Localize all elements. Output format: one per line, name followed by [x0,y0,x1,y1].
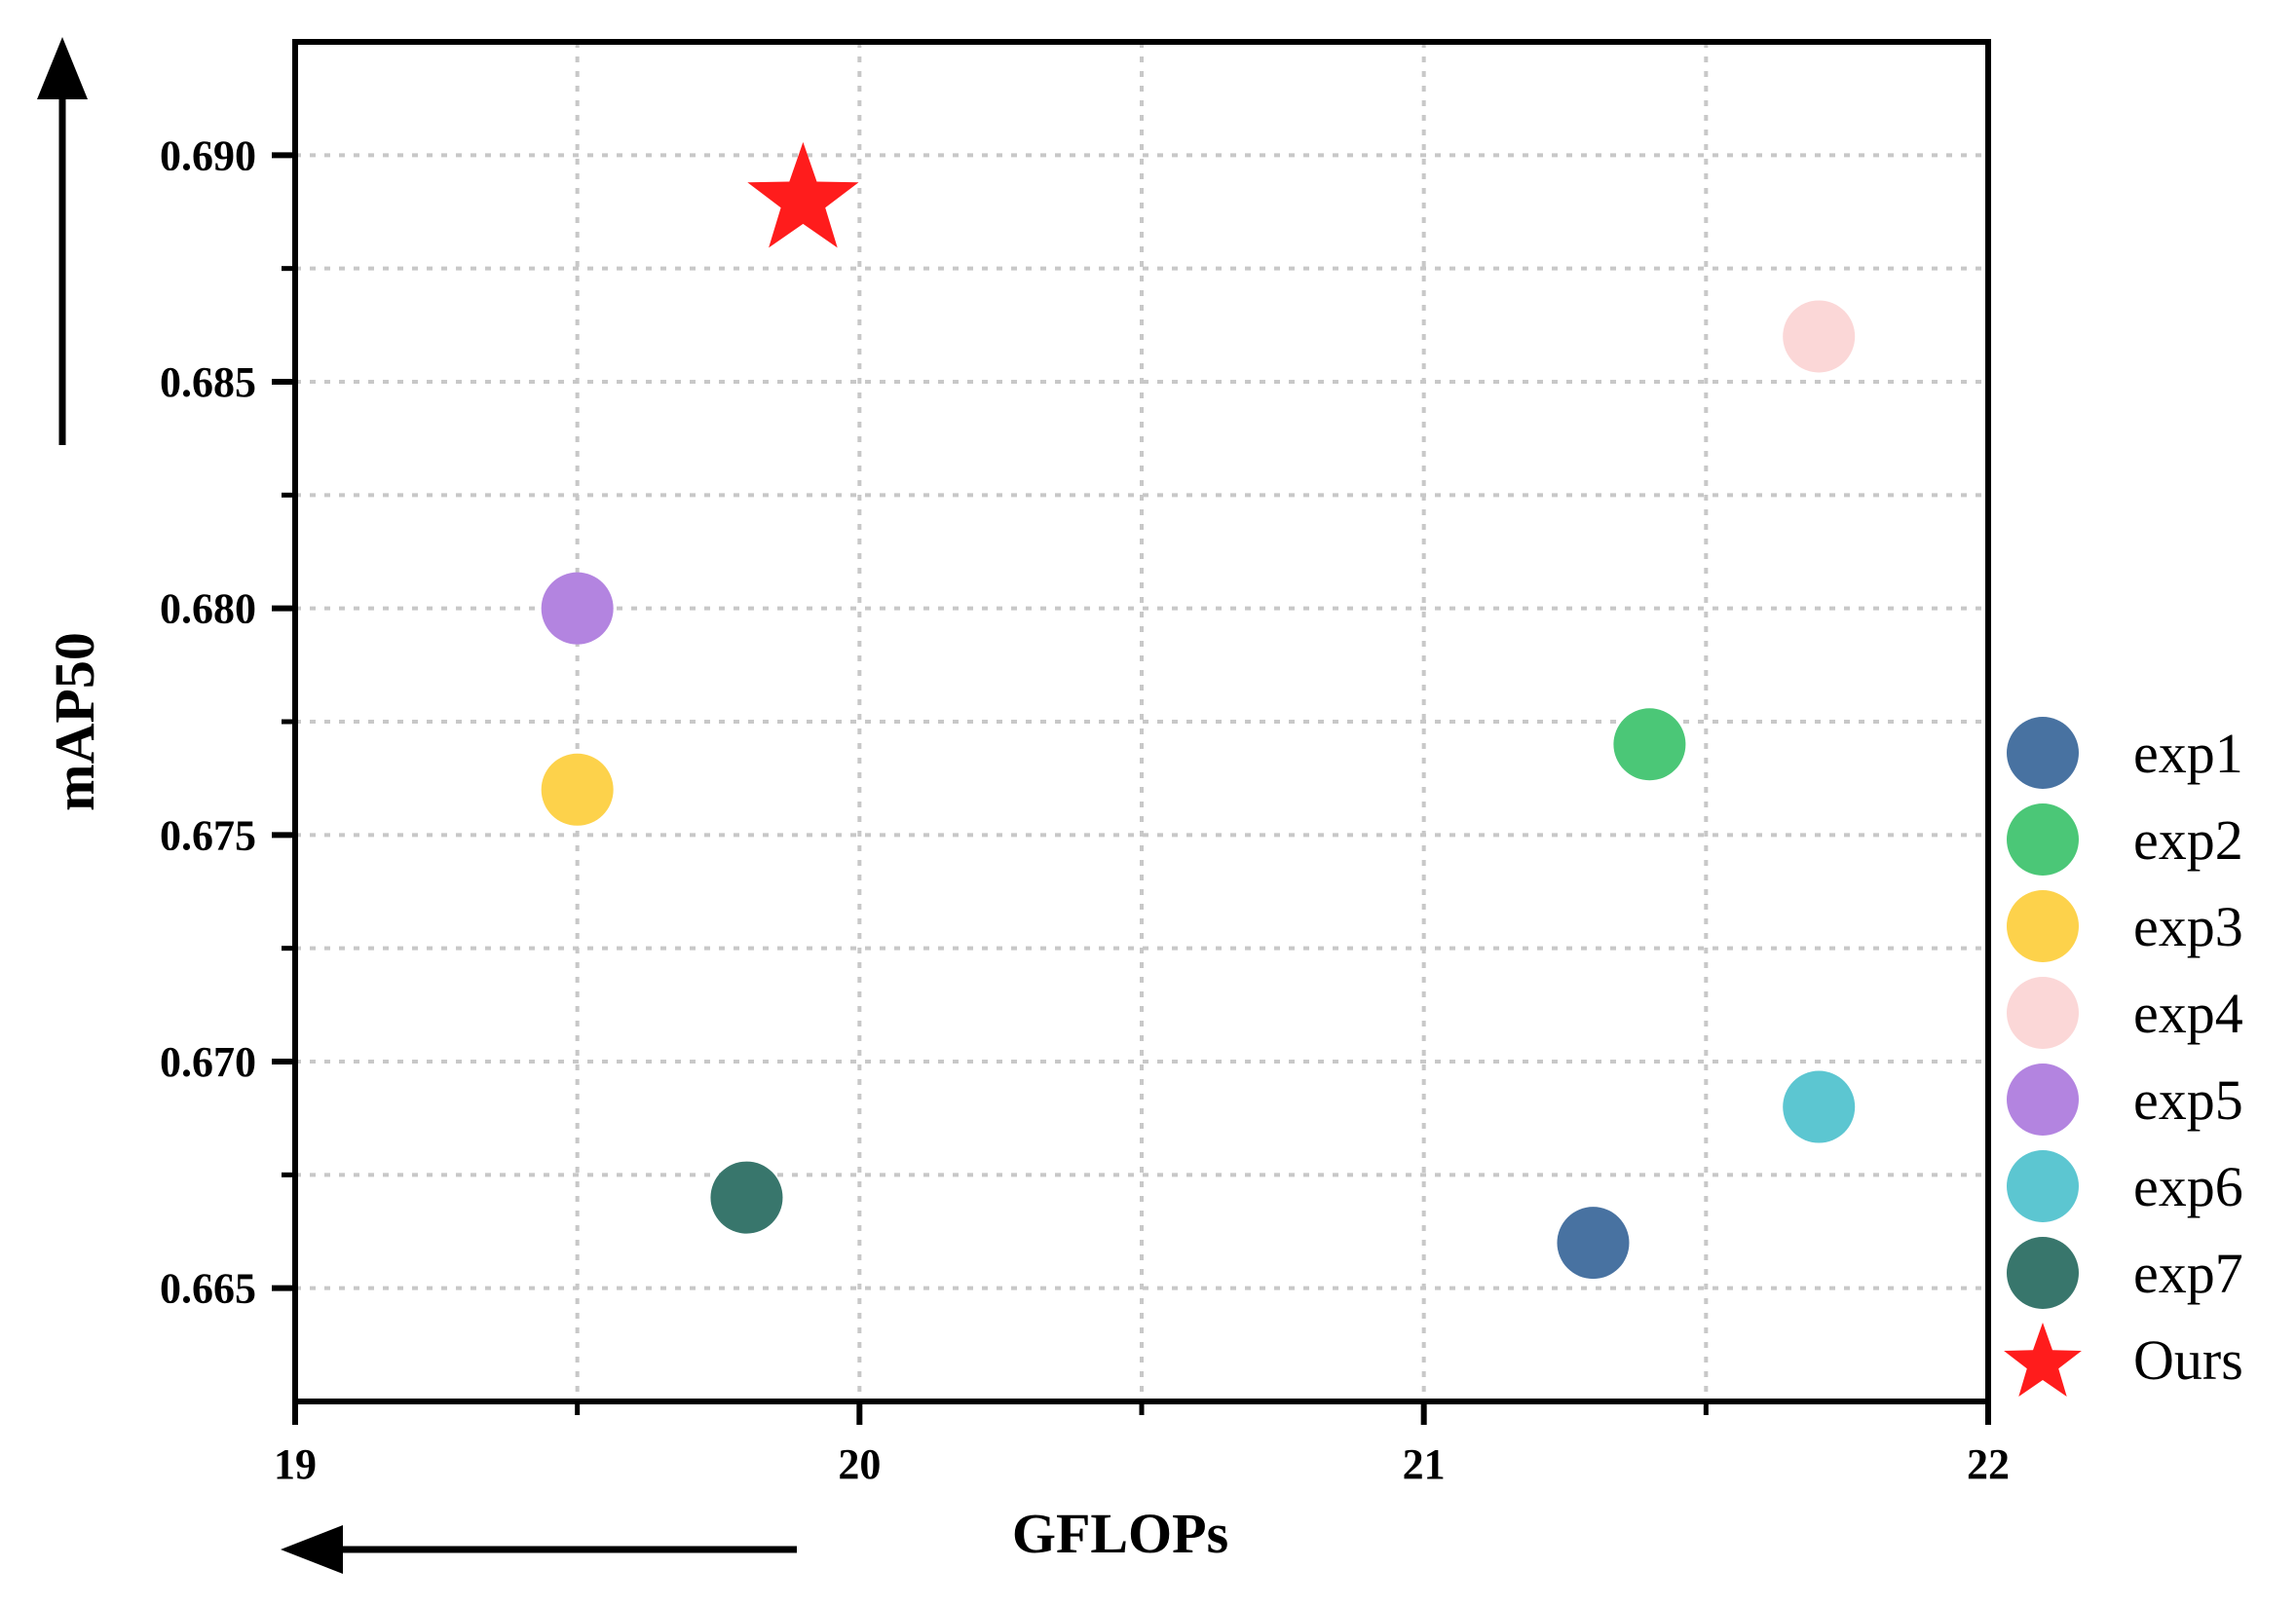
legend-label-exp1: exp1 [2133,722,2243,785]
tick-labels: 19 20 21 22 0.665 0.670 0.675 0.680 0.685 0.690 [160,131,2010,1488]
legend-marker-exp6 [2007,1150,2079,1222]
data-points [541,141,1856,1280]
x-tick-label-1: 20 [838,1440,881,1488]
legend-marker-ours [2004,1323,2082,1397]
point-exp7 [710,1161,783,1234]
x-direction-arrow [281,1525,797,1574]
legend-label-exp2: exp2 [2133,808,2243,872]
x-axis-title: GFLOPs [1012,1502,1228,1565]
point-exp4 [1783,300,1856,373]
legend-label-exp5: exp5 [2133,1068,2243,1132]
point-exp1 [1557,1207,1630,1280]
y-tick-label-5: 0.690 [160,131,256,179]
point-exp5 [541,572,614,645]
legend-label-exp6: exp6 [2133,1155,2243,1218]
point-exp3 [541,753,614,826]
legend-label-exp7: exp7 [2133,1242,2243,1305]
legend-label-exp3: exp3 [2133,895,2243,958]
y-tick-label-3: 0.680 [160,585,256,633]
grid [295,42,1988,1401]
legend-label-exp4: exp4 [2133,982,2243,1045]
legend-marker-exp2 [2007,803,2079,876]
x-tick-label-0: 19 [274,1440,317,1488]
legend-marker-exp4 [2007,977,2079,1049]
y-tick-label-0: 0.665 [160,1265,256,1313]
legend-marker-exp3 [2007,890,2079,962]
y-tick-label-1: 0.670 [160,1038,256,1086]
legend: exp1 exp2 exp3 exp4 exp5 exp6 exp7 Ours [2004,717,2243,1397]
legend-marker-exp5 [2007,1064,2079,1136]
y-tick-label-2: 0.675 [160,811,256,859]
axis-ticks [272,152,1991,1425]
point-exp2 [1613,708,1686,781]
y-axis-title: mAP50 [43,632,106,811]
plot-frame [292,39,1991,1404]
x-tick-label-3: 22 [1967,1440,2010,1488]
legend-marker-exp1 [2007,717,2079,789]
point-ours [747,141,859,248]
legend-label-ours: Ours [2133,1328,2243,1392]
point-exp6 [1783,1070,1856,1143]
y-direction-arrow [37,37,88,445]
legend-marker-exp7 [2007,1237,2079,1309]
y-tick-label-4: 0.685 [160,358,256,406]
x-tick-label-2: 21 [1403,1440,1446,1488]
